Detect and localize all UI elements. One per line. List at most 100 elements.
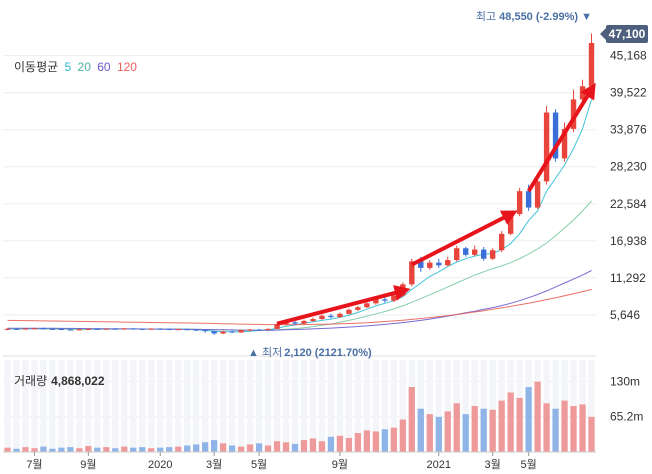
volume-bar xyxy=(399,419,406,452)
volume-bar xyxy=(498,400,505,452)
volume-bar xyxy=(58,447,65,452)
volume-band xyxy=(273,360,281,452)
candle-body xyxy=(247,329,253,331)
candle-body xyxy=(436,262,442,266)
candle-body xyxy=(454,248,460,261)
volume-bar xyxy=(184,445,191,452)
price-tick-label: 45,168 xyxy=(610,49,647,63)
candle-body xyxy=(543,112,550,182)
volume-band xyxy=(193,360,200,452)
candle-body xyxy=(256,329,262,331)
volume-band xyxy=(246,360,254,452)
volume-bar xyxy=(210,440,218,452)
volume-axis: 130m 65.2m xyxy=(610,375,643,424)
candle-body xyxy=(4,328,11,330)
volume-bar xyxy=(408,387,415,452)
volume-band xyxy=(67,360,74,452)
volume-bar xyxy=(354,433,362,452)
time-tick-label: 5월 xyxy=(251,458,267,471)
trend-arrow xyxy=(410,210,518,267)
volume-bar xyxy=(157,447,164,452)
volume-bar xyxy=(507,392,514,452)
volume-bar xyxy=(202,442,209,452)
legend-ma5: 5 xyxy=(64,60,72,74)
volume-bar xyxy=(237,446,245,452)
volume-band xyxy=(237,360,245,452)
low-price-title: 최저 xyxy=(261,347,283,359)
price-tick-label: 39,522 xyxy=(610,86,647,100)
volume-band xyxy=(363,360,371,452)
candle-body xyxy=(310,319,316,322)
volume-band xyxy=(399,360,406,452)
trend-arrow xyxy=(276,285,411,326)
volume-band xyxy=(381,360,389,452)
volume-bar xyxy=(228,445,236,452)
volume-bar xyxy=(588,416,595,452)
volume-band xyxy=(85,360,92,452)
candle-body xyxy=(76,329,83,331)
volume-label: 거래량 4,868,022 xyxy=(14,372,105,389)
volume-bar xyxy=(103,447,110,452)
volume-bar xyxy=(363,430,371,452)
price-tick-label: 22,584 xyxy=(610,197,647,211)
candle-body xyxy=(238,330,244,333)
candle-body xyxy=(292,322,298,324)
volume-bar xyxy=(336,435,344,452)
volume-band xyxy=(121,360,128,452)
volume-bar xyxy=(246,444,254,452)
volume-band xyxy=(157,360,164,452)
candle-body xyxy=(148,328,154,330)
candle-body xyxy=(229,331,235,333)
ma-line-20 xyxy=(7,200,592,331)
volume-band xyxy=(22,360,29,452)
volume-tick-label: 130m xyxy=(610,375,640,389)
candle-body xyxy=(588,43,595,87)
candle-body xyxy=(561,128,568,159)
candle-body xyxy=(130,328,136,330)
volume-bar xyxy=(112,448,119,452)
volume-band xyxy=(148,360,155,452)
volume-band xyxy=(264,360,272,452)
volume-band xyxy=(94,360,101,452)
volume-band xyxy=(462,360,469,452)
volume-band xyxy=(417,360,424,452)
time-tick-label: 3월 xyxy=(206,458,222,471)
volume-band xyxy=(130,360,137,452)
volume-band xyxy=(354,360,362,452)
volume-bar xyxy=(372,431,380,452)
moving-average-legend: 이동평균 5 20 60 120 xyxy=(14,58,140,75)
volume-bars xyxy=(4,381,595,452)
candle-body xyxy=(274,324,280,329)
price-tick-label: 28,230 xyxy=(610,160,647,174)
grid-lines xyxy=(3,55,596,452)
candle-body xyxy=(427,262,433,268)
candle-body xyxy=(22,328,29,330)
candle-body xyxy=(166,329,172,331)
volume-bar xyxy=(31,448,38,452)
candle-body xyxy=(346,309,352,314)
time-tick-label: 2021 xyxy=(427,459,451,471)
volume-bar xyxy=(255,443,263,452)
volume-bar xyxy=(94,447,101,452)
high-price-title: 최고 xyxy=(475,11,497,23)
volume-band xyxy=(435,360,442,452)
current-price-badge: 47,100 xyxy=(600,25,648,43)
volume-bar xyxy=(552,408,559,452)
price-tick-label: 11,292 xyxy=(610,271,646,285)
candle-body xyxy=(193,329,199,331)
volume-band xyxy=(175,360,182,452)
candle-body xyxy=(85,328,92,330)
volume-bar xyxy=(67,447,74,452)
volume-bar xyxy=(579,404,586,452)
volume-bar xyxy=(148,448,155,452)
candle-body xyxy=(552,112,559,159)
trend-arrow xyxy=(526,82,596,193)
volume-bar xyxy=(291,443,299,452)
volume-band xyxy=(202,360,209,452)
volume-band xyxy=(210,360,218,452)
candle-body xyxy=(409,261,415,285)
candle-body xyxy=(157,328,163,330)
candle-body xyxy=(67,329,74,331)
volume-bar xyxy=(49,448,56,452)
